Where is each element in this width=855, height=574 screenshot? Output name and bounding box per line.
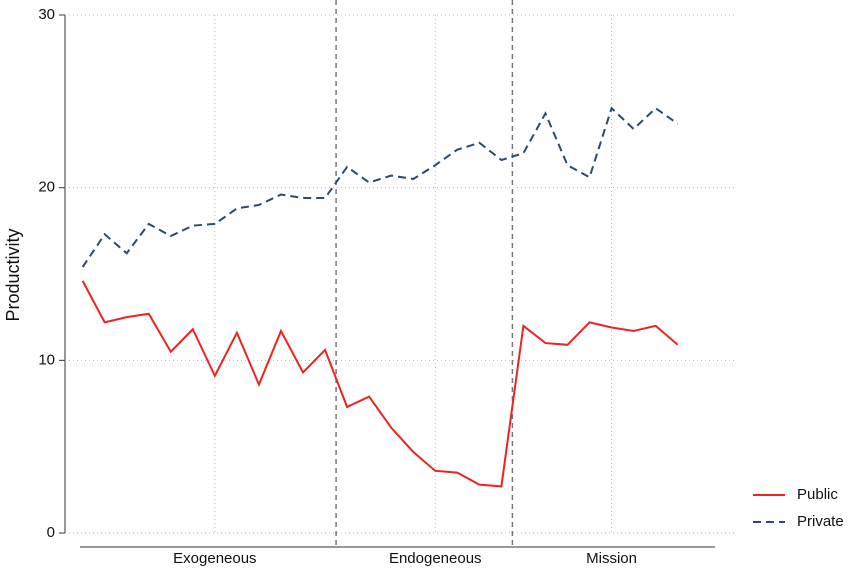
y-tick-label: 30 [38, 6, 55, 23]
data-line [81, 106, 679, 268]
y-tick-label: 20 [38, 179, 55, 196]
legend-label: Public [797, 486, 838, 503]
x-tick-label: Mission [586, 550, 637, 567]
legend-label: Private [797, 513, 844, 530]
y-axis-label: Productivity [3, 228, 23, 321]
y-tick-label: 0 [47, 524, 55, 541]
x-tick-label: Endogeneous [389, 550, 482, 567]
x-tick-label: Exogeneous [173, 550, 256, 567]
y-tick-label: 10 [38, 351, 55, 368]
data-line [81, 280, 679, 488]
